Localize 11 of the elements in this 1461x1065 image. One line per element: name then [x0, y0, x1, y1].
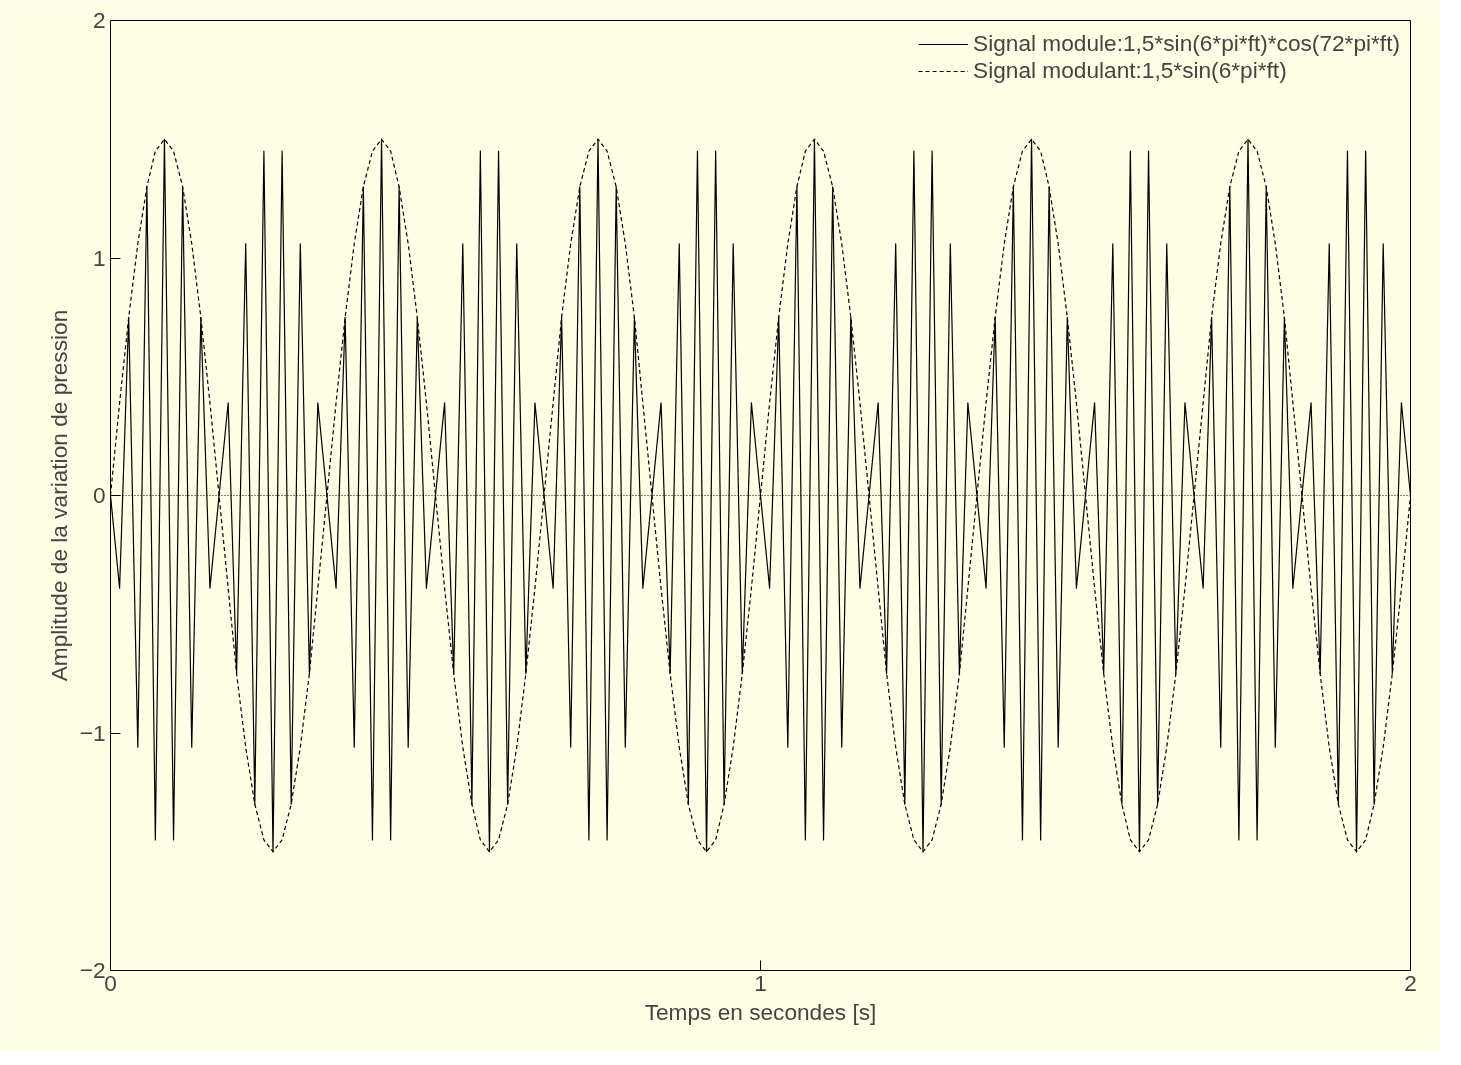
y-tick-label: −1: [79, 719, 106, 746]
legend-label: Signal module:1,5*sin(6*pi*ft)*cos(72*pi*ft): [973, 30, 1400, 57]
y-tick-label: 2: [92, 7, 106, 33]
y-axis-title: Amplitude de la variation de pression: [45, 309, 72, 682]
y-tick-label: 1: [92, 244, 106, 271]
x-axis-title: Temps en secondes [s]: [644, 998, 877, 1025]
x-tick-label: 1: [754, 969, 767, 996]
x-tick-label: 2: [1404, 969, 1417, 996]
legend-label: Signal modulant:1,5*sin(6*pi*ft): [973, 57, 1287, 84]
y-tick-label: −2: [79, 957, 106, 983]
y-tick-label: 0: [92, 482, 106, 508]
